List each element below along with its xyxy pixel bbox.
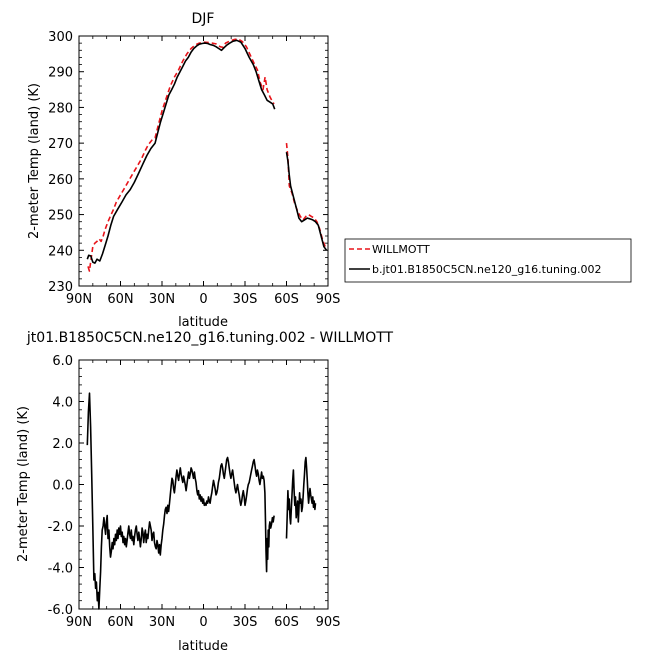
bottom-xlabel: latitude	[178, 639, 228, 654]
series-line-0-0-seg0	[87, 38, 275, 272]
x-tick-label: 90S	[316, 615, 341, 630]
bottom-title: jt01.B1850C5CN.ne120_g16.tuning.002 - WI…	[26, 330, 394, 346]
y-tick-label: 4.0	[52, 396, 73, 411]
x-tick-label: 60S	[274, 292, 299, 307]
top-plot-area: 90N 60N 30N 0 30S 60S 90S 230 240 250 260 270 280 290…	[48, 30, 340, 307]
top-xlabel: latitude	[178, 315, 228, 330]
y-tick-label: -2.0	[48, 520, 73, 535]
y-tick-label: 270	[48, 137, 73, 152]
top-title: DJF	[192, 11, 215, 27]
bottom-ylabel: 2-meter Temp (land) (K)	[16, 406, 31, 562]
x-tick-label: 90N	[66, 615, 92, 630]
bottom-plot-area: 90N 60N 30N 0 30S 60S 90S -6.0 -4.0 -2.0 0.0 2.0 4.0…	[48, 354, 341, 630]
y-tick-label: 0.0	[52, 479, 73, 494]
x-tick-label: 60S	[274, 615, 299, 630]
legend-box	[344, 238, 632, 283]
x-tick-label: 90N	[66, 292, 92, 307]
y-tick-label: 2.0	[52, 437, 73, 452]
series-line-1-0-seg1	[285, 456, 317, 539]
y-tick-label: 290	[48, 66, 73, 81]
y-tick-label: -6.0	[48, 603, 73, 618]
x-tick-label: 60N	[107, 615, 133, 630]
series-line-0-1-seg1	[285, 151, 328, 251]
y-tick-label: -4.0	[48, 562, 73, 577]
plot-frame-1	[78, 359, 329, 610]
y-tick-label: 6.0	[52, 354, 73, 369]
y-tick-label: 300	[48, 30, 73, 45]
y-tick-label: 250	[48, 209, 73, 224]
x-tick-label: 0	[199, 292, 207, 307]
y-tick-label: 280	[48, 101, 73, 116]
top-panel: DJF 90N 60N 30N 0 30S 60S 90S 230 240 250 260 270 28…	[27, 11, 340, 330]
series-line-1-0-seg0	[86, 392, 275, 610]
y-tick-label: 260	[48, 173, 73, 188]
top-ylabel: 2-meter Temp (land) (K)	[27, 83, 42, 239]
x-tick-label: 0	[199, 615, 207, 630]
legend-label-willmott: WILLMOTT	[372, 243, 430, 256]
x-tick-label: 30N	[149, 615, 175, 630]
y-tick-label: 240	[48, 244, 73, 259]
x-tick-label: 60N	[107, 292, 133, 307]
bottom-panel: jt01.B1850C5CN.ne120_g16.tuning.002 - WI…	[16, 330, 394, 654]
legend-label-model: b.jt01.B1850C5CN.ne120_g16.tuning.002	[372, 263, 601, 276]
x-tick-label: 30S	[233, 615, 258, 630]
legend: WILLMOTT b.jt01.B1850C5CN.ne120_g16.tuni…	[344, 238, 632, 283]
y-tick-label: 230	[48, 280, 73, 295]
series-line-0-1-seg0	[86, 39, 276, 264]
x-tick-label: 90S	[316, 292, 341, 307]
x-tick-label: 30S	[233, 292, 258, 307]
x-tick-label: 30N	[149, 292, 175, 307]
plot-frame-0	[78, 35, 329, 287]
